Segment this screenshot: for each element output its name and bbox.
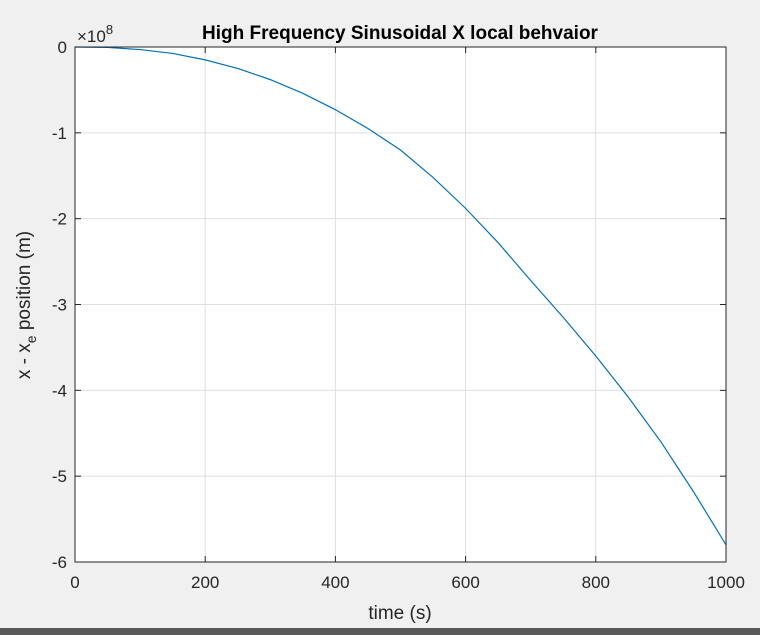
- axis-ticks: [74, 46, 727, 563]
- x-tick-label: 200: [191, 573, 219, 592]
- y-exponent-power: 8: [106, 22, 113, 37]
- x-tick-label: 1000: [707, 573, 745, 592]
- window-bottom-bar: [0, 628, 760, 635]
- y-tick-labels: 0 -1 -2 -3 -4 -5 -6: [52, 38, 67, 572]
- y-tick-label: -2: [52, 210, 67, 229]
- y-tick-label: -5: [52, 467, 67, 486]
- grid: [74, 46, 727, 563]
- y-exponent-base: ×10: [77, 27, 106, 46]
- x-axis-label: time (s): [368, 603, 431, 624]
- y-tick-label: -1: [52, 124, 67, 143]
- y-tick-label: -6: [52, 553, 67, 572]
- chart-title: High Frequency Sinusoidal X local behvai…: [202, 23, 599, 44]
- y-axis-label-main: x - x: [14, 343, 35, 379]
- y-axis-label-rest: position (m): [14, 231, 35, 336]
- x-tick-label: 0: [70, 573, 79, 592]
- y-tick-label: -4: [52, 381, 67, 400]
- series-line: [74, 46, 727, 546]
- y-axis-label-subscript: e: [23, 335, 39, 343]
- data-series: [74, 46, 727, 546]
- y-tick-label: -3: [52, 296, 67, 315]
- x-tick-labels: 0 200 400 600 800 1000: [70, 573, 745, 592]
- y-axis-label: x - xe position (m): [14, 231, 39, 379]
- y-tick-label: 0: [58, 38, 67, 57]
- x-tick-label: 800: [582, 573, 610, 592]
- y-exponent-label: ×108: [77, 22, 113, 46]
- x-tick-label: 600: [451, 573, 479, 592]
- x-tick-label: 400: [321, 573, 349, 592]
